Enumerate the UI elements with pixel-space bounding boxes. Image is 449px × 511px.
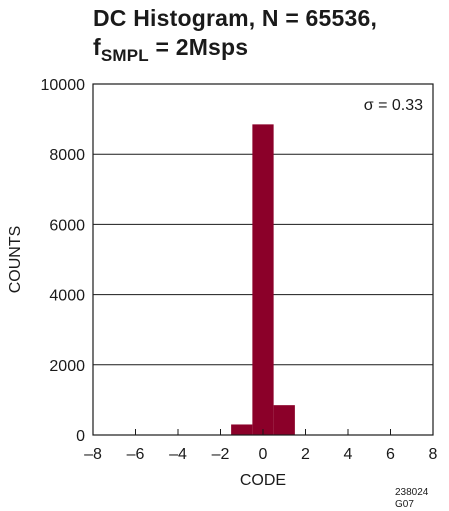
x-axis-label: CODE	[240, 472, 286, 489]
title-line-1: DC Histogram, N = 65536,	[93, 5, 378, 31]
x-axis-ticks: –8 –6 –4 –2 0 2 4 6 8	[84, 429, 438, 463]
x-tick-label: 2	[301, 446, 310, 463]
y-tick-label: 10000	[41, 77, 86, 94]
x-tick-label: 8	[429, 446, 438, 463]
x-tick-label: 0	[259, 446, 268, 463]
title-line-2: fSMPL = 2Msps	[93, 33, 377, 65]
sigma-annotation: σ = 0.33	[364, 97, 423, 114]
histogram-bar	[231, 424, 253, 435]
x-tick-label: –4	[169, 446, 187, 463]
y-axis-label: COUNTS	[7, 226, 24, 294]
title-f: f	[93, 34, 101, 60]
chart-title: DC Histogram, N = 65536, fSMPL = 2Msps	[93, 4, 378, 65]
histogram-bar	[273, 405, 295, 435]
title-rate: = 2Msps	[148, 34, 249, 60]
x-tick-label: 6	[386, 446, 395, 463]
x-tick-label: –2	[212, 446, 230, 463]
y-tick-label: 6000	[49, 217, 85, 234]
y-tick-label: 0	[76, 428, 85, 445]
x-tick-label: –6	[127, 446, 145, 463]
y-tick-label: 8000	[49, 147, 85, 164]
x-tick-label: –8	[84, 446, 102, 463]
y-tick-label: 4000	[49, 288, 85, 305]
title-subscript: SMPL	[100, 46, 149, 65]
y-axis-ticks: 0 2000 4000 6000 8000 10000	[41, 77, 86, 445]
histogram-bars	[231, 124, 295, 436]
y-tick-label: 2000	[49, 358, 85, 375]
histogram-bar	[252, 124, 274, 436]
x-tick-label: 4	[344, 446, 353, 463]
figure-id: 238024 G07	[395, 487, 429, 510]
